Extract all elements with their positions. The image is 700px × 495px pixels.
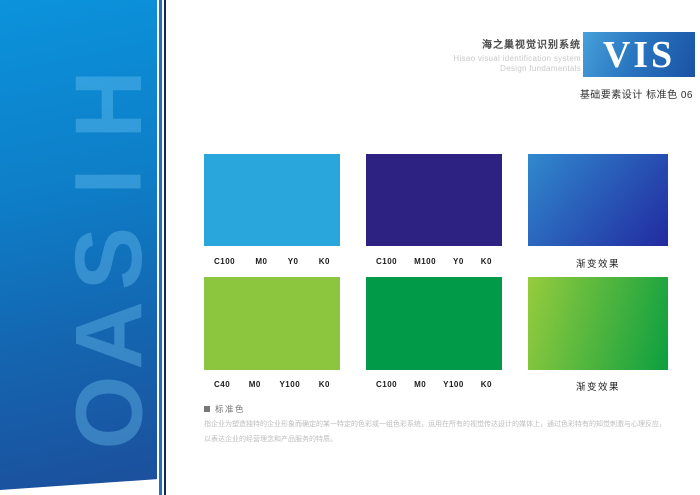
system-title-cn: 海之巢视觉识别系统 — [482, 40, 581, 51]
cmyk-value: K0 — [318, 257, 330, 266]
cmyk-value: Y0 — [287, 257, 299, 266]
watermark-letter: O — [56, 375, 162, 450]
cmyk-value: Y100 — [443, 380, 464, 389]
cmyk-label: C100 M0 Y100 K0 — [366, 380, 502, 389]
cmyk-value: M0 — [248, 380, 261, 389]
watermark-letter: S — [56, 226, 162, 291]
footer-heading: 标准色 — [204, 403, 245, 415]
divider-line-navy — [164, 0, 166, 495]
cmyk-value: C100 — [376, 257, 398, 266]
cmyk-value: K0 — [480, 380, 492, 389]
header-text-block: 海之巢视觉识别系统 Hisao visual identification sy… — [453, 36, 581, 73]
cmyk-value: M100 — [414, 257, 437, 266]
footer-paragraph-line2: 以表达企业的经营理念和产品服务的特质。 — [204, 435, 337, 443]
cmyk-value: C40 — [214, 380, 231, 389]
cmyk-value: C100 — [214, 257, 236, 266]
footer-heading-label: 标准色 — [215, 404, 246, 414]
system-subtitle-en-1: Hisao visual identification system — [453, 54, 581, 63]
color-swatch-yellow-green — [204, 277, 340, 370]
cmyk-value: M0 — [414, 380, 427, 389]
color-swatch-green — [366, 277, 502, 370]
vis-logo: VIS — [583, 32, 695, 77]
vis-logo-text: VIS — [602, 33, 676, 76]
section-label: 基础要素设计 标准色 06 — [579, 90, 693, 101]
watermark-letter: A — [55, 301, 162, 370]
gradient-caption: 渐变效果 — [575, 259, 620, 270]
color-swatch-navy — [366, 154, 502, 246]
brand-sidebar-banner: H I S A O — [0, 0, 162, 491]
watermark-letter: I — [56, 168, 162, 195]
cmyk-value: Y0 — [453, 257, 464, 266]
cmyk-value: K0 — [318, 380, 330, 389]
footer-paragraph-line1: 指企业为塑造独特的企业形象而确定的某一特定的色彩或一组色彩系统，运用在所有的视觉… — [204, 421, 666, 428]
system-subtitle-en-2: Design fundamentals — [500, 63, 581, 73]
divider-line-blue — [159, 0, 162, 495]
cmyk-value: C100 — [376, 380, 398, 389]
gradient-caption: 渐变效果 — [575, 382, 620, 393]
color-swatch-blue-gradient — [528, 154, 668, 246]
color-swatch-green-gradient — [528, 277, 668, 370]
watermark-letter: H — [55, 70, 162, 139]
cmyk-label: C40 M0 Y100 K0 — [204, 380, 340, 389]
cmyk-value: Y100 — [279, 380, 301, 389]
cmyk-value: M0 — [255, 257, 268, 266]
color-swatch-cyan — [204, 154, 340, 246]
cmyk-value: K0 — [480, 257, 492, 266]
cmyk-label: C100 M100 Y0 K0 — [366, 257, 502, 266]
footer-paragraph: 指企业为塑造独特的企业形象而确定的某一特定的色彩或一组色彩系统，运用在所有的视觉… — [204, 418, 666, 447]
bullet-square-icon — [204, 406, 210, 412]
cmyk-label: C100 M0 Y0 K0 — [204, 257, 340, 266]
